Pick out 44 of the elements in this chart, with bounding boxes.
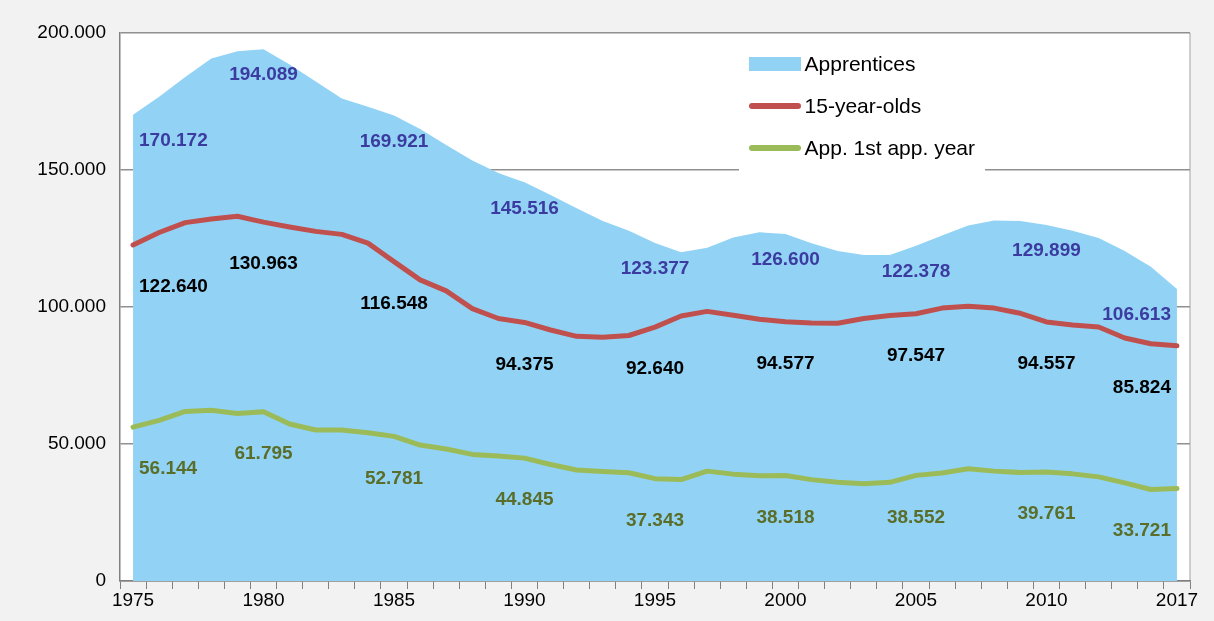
legend-label: 15-year-olds [804, 94, 922, 118]
data-label: 116.548 [360, 291, 428, 313]
data-label: 61.795 [234, 441, 294, 463]
data-label: 37.343 [625, 508, 685, 530]
data-label: 39.761 [1017, 502, 1076, 524]
data-label: 94.375 [495, 352, 554, 374]
data-label: 44.845 [495, 488, 554, 510]
data-label: 97.547 [886, 343, 946, 365]
y-tick-label: 50.000 [47, 432, 106, 454]
data-label: 33.721 [1112, 518, 1172, 540]
data-label: 106.613 [1102, 303, 1171, 325]
data-label: 169.921 [359, 129, 429, 151]
data-label: 194.089 [229, 63, 298, 85]
data-label: 38.552 [886, 505, 946, 527]
data-label: 38.518 [756, 505, 815, 527]
data-label: 52.781 [364, 466, 424, 488]
data-label: 92.640 [625, 357, 685, 379]
x-tick-label: 1975 [111, 588, 155, 610]
data-label: 126.600 [751, 248, 820, 270]
y-tick-label: 100.000 [37, 295, 106, 317]
x-tick-label: 2000 [764, 588, 807, 610]
x-tick-label: 1980 [242, 588, 285, 610]
data-label: 170.172 [139, 128, 208, 150]
x-tick-label: 2017 [1155, 588, 1199, 610]
data-label: 130.963 [229, 252, 298, 274]
data-label: 129.899 [1012, 239, 1081, 261]
y-tick-label: 0 [95, 569, 106, 591]
data-label: 56.144 [139, 457, 198, 479]
x-tick-label: 1995 [633, 588, 677, 610]
data-label: 94.577 [756, 352, 815, 374]
data-label: 123.377 [620, 257, 690, 279]
x-tick-label: 2005 [894, 588, 938, 610]
data-label: 85.824 [1112, 376, 1172, 398]
x-tick-label: 1985 [372, 588, 416, 610]
x-tick-label: 2010 [1025, 588, 1068, 610]
data-label: 122.378 [881, 259, 951, 281]
legend-label: Apprentices [804, 52, 916, 76]
y-tick-label: 150.000 [37, 158, 106, 180]
data-label: 145.516 [490, 196, 559, 218]
data-label: 94.557 [1017, 352, 1076, 374]
legend-label: App. 1st app. year [804, 136, 975, 160]
x-tick-label: 1990 [503, 588, 546, 610]
y-tick-label: 200.000 [37, 21, 106, 43]
data-label: 122.640 [139, 275, 208, 297]
